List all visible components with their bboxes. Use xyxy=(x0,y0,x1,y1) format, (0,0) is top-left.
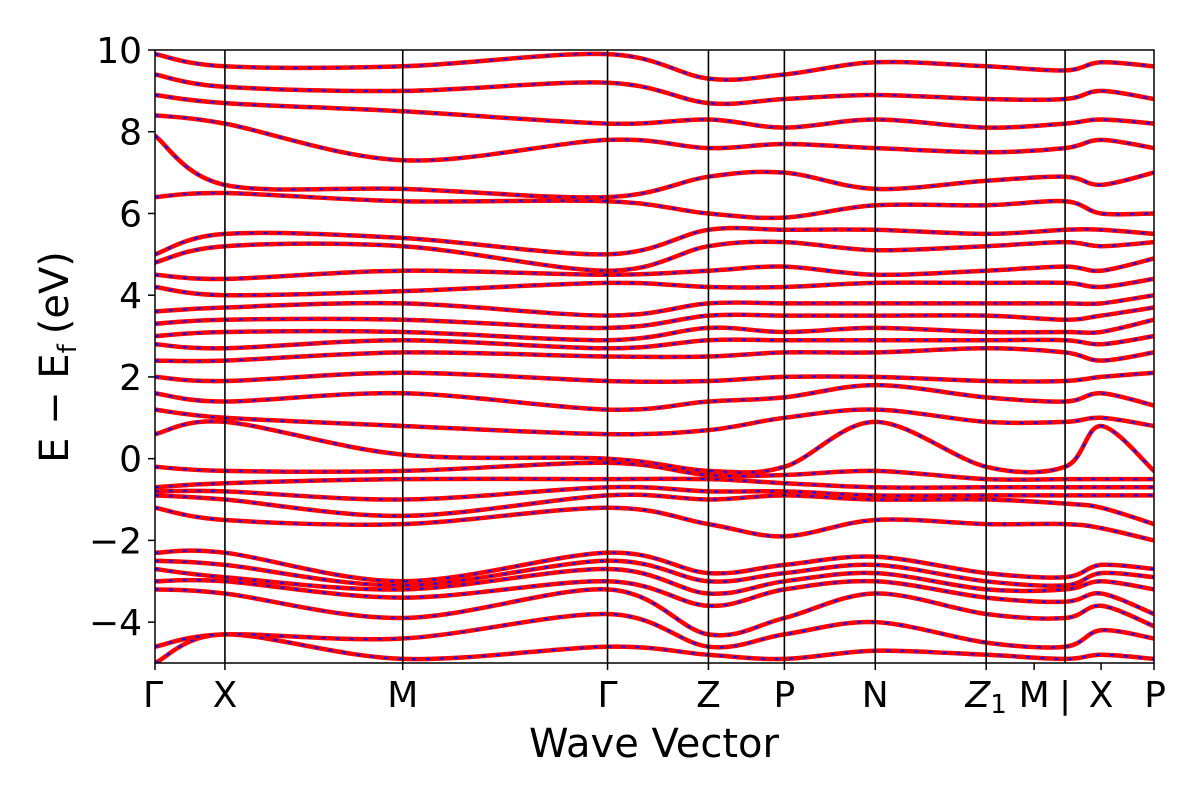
band-lines xyxy=(155,51,1154,663)
band-line-21 xyxy=(155,292,1154,318)
band-line-17 xyxy=(155,346,1154,364)
x-tick-label-1: X xyxy=(213,675,238,716)
band-overlay-30 xyxy=(155,73,1154,105)
x-tick-label-7: Z1 xyxy=(965,675,1007,720)
high-symmetry-lines xyxy=(224,50,1066,663)
band-overlay-27 xyxy=(155,134,1154,199)
x-tick-label-8: M xyxy=(1019,675,1050,716)
band-line-25 xyxy=(155,225,1154,257)
band-line-16 xyxy=(155,370,1154,385)
x-tick-label-11: P xyxy=(1144,675,1166,716)
x-tick-label-0: Γ xyxy=(143,675,163,716)
band-overlay-2 xyxy=(155,612,1154,649)
y-tick-label-2: 0 xyxy=(119,440,142,481)
x-tick-label-6: N xyxy=(862,675,889,716)
y-tick-label-7: 10 xyxy=(96,31,142,72)
y-axis-title-unit: (eV) xyxy=(32,251,78,334)
x-tick-label-5: P xyxy=(774,675,796,716)
y-tick-label-5: 6 xyxy=(119,194,142,235)
band-line-2 xyxy=(155,611,1154,650)
x-axis-ticks: Γ X M Γ Z P N Z1 M | X P xyxy=(143,663,1166,720)
x-tick-label-10: X xyxy=(1089,675,1114,716)
x-tick-label-3: Γ xyxy=(598,675,618,716)
y-tick-label-3: 2 xyxy=(119,358,142,399)
band-overlay-15 xyxy=(155,383,1154,411)
x-tick-label-9: | xyxy=(1059,675,1071,716)
y-tick-label-4: 4 xyxy=(119,276,142,317)
y-axis-ticks: −4 −2 0 2 4 6 8 10 xyxy=(89,31,155,644)
band-line-13 xyxy=(155,419,1154,475)
band-line-14 xyxy=(155,407,1154,437)
band-overlay-3 xyxy=(155,588,1154,637)
y-tick-label-6: 8 xyxy=(119,113,142,154)
band-line-30 xyxy=(155,72,1154,107)
band-line-15 xyxy=(155,382,1154,413)
y-tick-label-0: −4 xyxy=(89,603,142,644)
x-axis-title: Wave Vector xyxy=(529,721,780,767)
y-tick-label-1: −2 xyxy=(89,521,142,562)
band-line-23 xyxy=(155,256,1154,282)
y-axis-title-subscript: f xyxy=(53,343,83,353)
x-tick-label-2: M xyxy=(387,675,418,716)
plot-frame xyxy=(154,49,1155,664)
y-axis-title-main: E − E xyxy=(32,353,78,463)
x-tick-label-4: Z xyxy=(696,675,721,716)
band-line-22 xyxy=(155,276,1154,298)
band-line-26 xyxy=(155,190,1154,221)
band-line-3 xyxy=(155,587,1154,638)
y-axis-title: E − Ef (eV) xyxy=(32,251,83,463)
band-overlay-1 xyxy=(155,633,1154,663)
